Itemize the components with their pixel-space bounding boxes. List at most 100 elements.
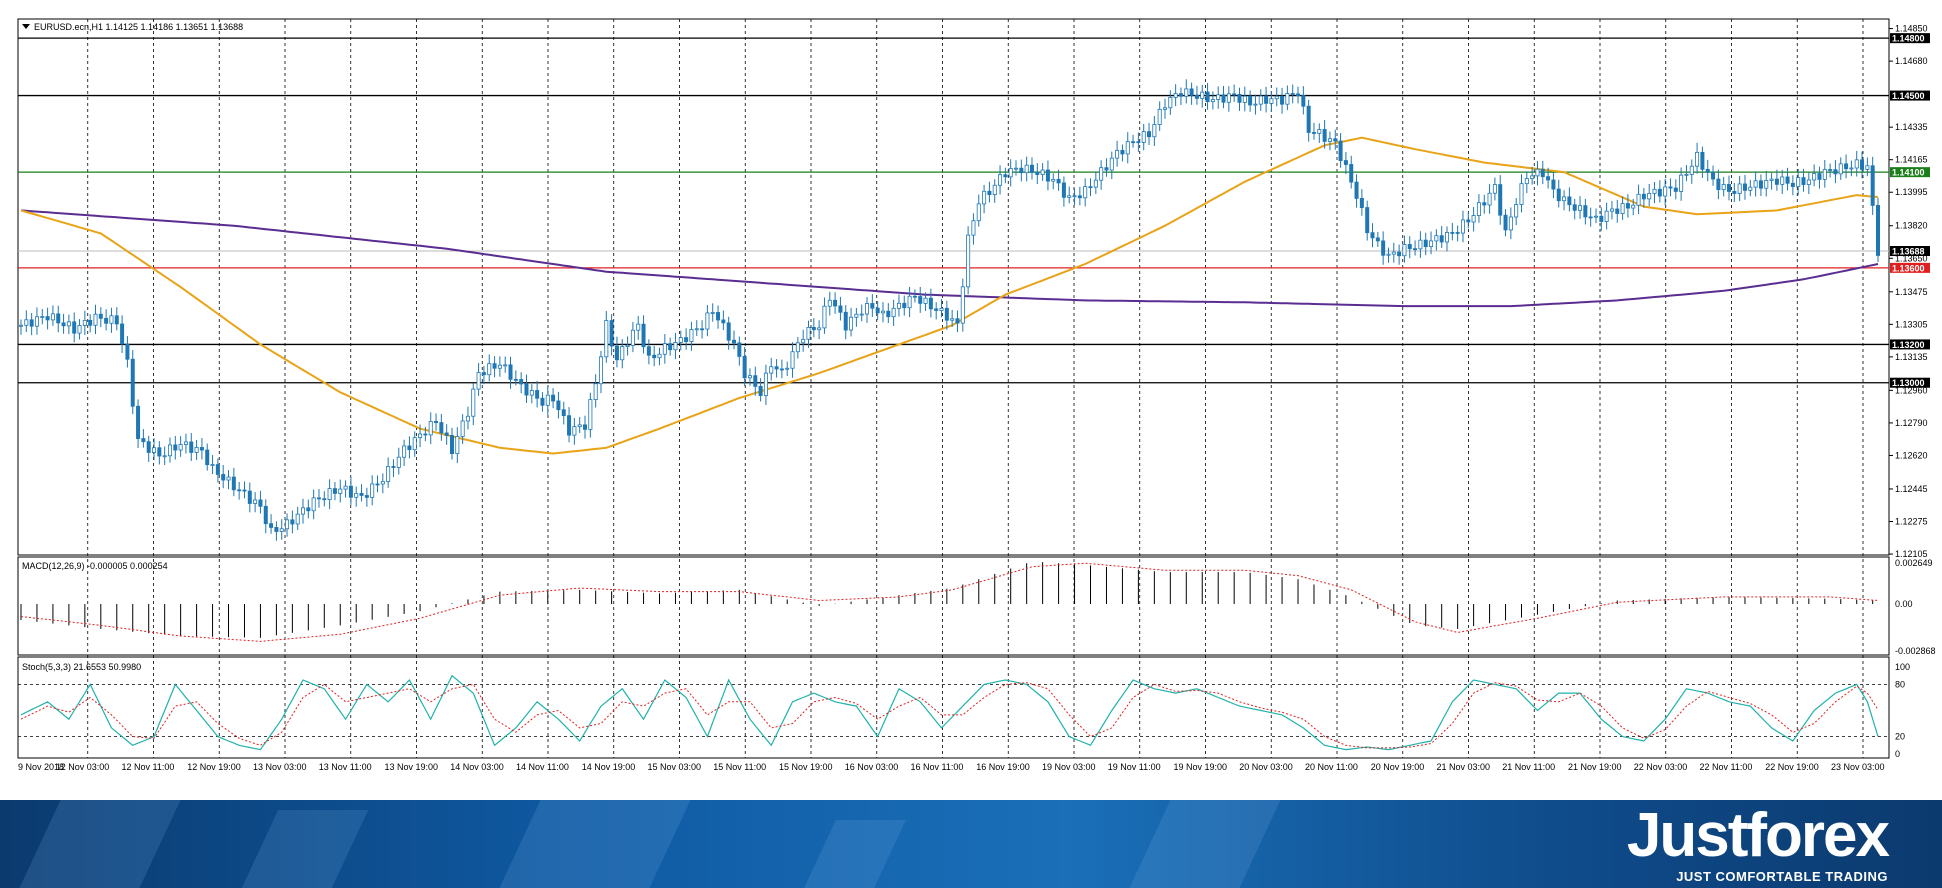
stoch-label: Stoch(5,3,3) 21.6553 50.9980 bbox=[22, 662, 141, 672]
candle-body bbox=[1189, 88, 1194, 96]
candle-body bbox=[598, 356, 603, 385]
x-tick-label: 15 Nov 11:00 bbox=[713, 762, 766, 772]
candle-body bbox=[1844, 163, 1849, 170]
candle-body bbox=[1774, 178, 1779, 185]
candle-body bbox=[1370, 232, 1375, 239]
candle-body bbox=[1466, 219, 1471, 223]
candle-body bbox=[1391, 251, 1396, 255]
candle-body bbox=[891, 307, 896, 318]
candle-body bbox=[1162, 107, 1167, 110]
candle-body bbox=[1381, 240, 1386, 256]
collapse-triangle-icon[interactable] bbox=[22, 24, 30, 29]
candle-body bbox=[332, 488, 337, 494]
candle-body bbox=[210, 464, 215, 466]
candle-body bbox=[444, 432, 449, 436]
candle-body bbox=[1285, 93, 1290, 105]
candle-body bbox=[1248, 95, 1253, 106]
candle-body bbox=[838, 305, 843, 313]
candle-body bbox=[1104, 167, 1109, 171]
x-tick-label: 14 Nov 03:00 bbox=[450, 762, 504, 772]
candle-body bbox=[1801, 177, 1806, 185]
level-price-label: 1.14100 bbox=[1892, 168, 1925, 178]
candle-body bbox=[1226, 93, 1231, 103]
candle-body bbox=[583, 424, 588, 430]
candle-body bbox=[545, 394, 550, 406]
candle-body bbox=[960, 286, 965, 324]
candle-body bbox=[918, 296, 923, 304]
candle-body bbox=[247, 490, 252, 504]
stoch-y-tick-label: 100 bbox=[1895, 662, 1910, 672]
candle-body bbox=[1615, 208, 1620, 214]
candle-body bbox=[434, 420, 439, 423]
x-tick-label: 15 Nov 03:00 bbox=[648, 762, 702, 772]
candle-body bbox=[529, 390, 534, 396]
candle-body bbox=[1338, 140, 1343, 161]
candle-body bbox=[1753, 180, 1758, 188]
candle-body bbox=[189, 441, 194, 453]
candle-body bbox=[1311, 132, 1316, 134]
macd-y-tick-label: -0.002868 bbox=[1895, 646, 1936, 656]
candle-body bbox=[386, 466, 391, 482]
candle-body bbox=[412, 437, 417, 451]
candle-body bbox=[508, 364, 513, 380]
x-tick-label: 13 Nov 19:00 bbox=[385, 762, 439, 772]
candle-body bbox=[1865, 165, 1870, 170]
x-tick-label: 20 Nov 03:00 bbox=[1239, 762, 1293, 772]
candle-body bbox=[1327, 138, 1332, 142]
candle-body bbox=[109, 315, 114, 324]
level-price-tag bbox=[1890, 33, 1930, 44]
ma-slow-line bbox=[20, 209, 1879, 308]
candle-body bbox=[1695, 151, 1700, 167]
candle-body bbox=[322, 498, 327, 501]
candle-body bbox=[668, 343, 673, 351]
macd-panel bbox=[17, 556, 1890, 656]
candle-body bbox=[705, 312, 710, 330]
candle-body bbox=[1168, 97, 1173, 109]
candle-body bbox=[1838, 163, 1843, 175]
candle-body bbox=[465, 415, 470, 422]
candle-body bbox=[503, 364, 508, 367]
candle-body bbox=[136, 405, 141, 439]
candle-body bbox=[1232, 93, 1237, 96]
candle-body bbox=[859, 313, 864, 316]
candle-body bbox=[1806, 179, 1811, 185]
candle-body bbox=[657, 353, 662, 359]
candle-body bbox=[375, 483, 380, 486]
candle-body bbox=[56, 313, 61, 324]
candle-body bbox=[1402, 244, 1407, 257]
candle-body bbox=[492, 363, 497, 369]
y-tick-label: 1.12790 bbox=[1895, 418, 1928, 428]
candle-body bbox=[1280, 95, 1285, 105]
candle-body bbox=[1029, 164, 1034, 173]
candle-body bbox=[1599, 215, 1604, 222]
candle-body bbox=[955, 318, 960, 324]
candle-body bbox=[258, 499, 263, 507]
candle-body bbox=[50, 313, 55, 321]
candle-body bbox=[364, 495, 369, 498]
candle-body bbox=[817, 327, 822, 331]
symbol-header: EURUSD.ecn,H1 1.14125 1.14186 1.13651 1.… bbox=[34, 22, 243, 32]
candle-body bbox=[769, 366, 774, 374]
candle-body bbox=[732, 339, 737, 344]
brand-banner: Justforex JUST COMFORTABLE TRADING bbox=[0, 800, 1942, 888]
y-tick-label: 1.14850 bbox=[1895, 24, 1928, 34]
candle-body bbox=[742, 356, 747, 379]
x-tick-label: 22 Nov 19:00 bbox=[1765, 762, 1819, 772]
candle-body bbox=[460, 420, 465, 437]
candle-body bbox=[471, 388, 476, 417]
candle-body bbox=[1828, 169, 1833, 171]
candle-body bbox=[1359, 197, 1364, 208]
candle-body bbox=[1184, 88, 1189, 97]
candle-body bbox=[1647, 193, 1652, 200]
candle-body bbox=[1758, 180, 1763, 189]
candle-body bbox=[183, 441, 188, 445]
candle-body bbox=[1024, 164, 1029, 174]
candle-body bbox=[870, 303, 875, 309]
y-tick-label: 1.13305 bbox=[1895, 319, 1928, 329]
candle-body bbox=[652, 354, 657, 359]
candle-body bbox=[1200, 91, 1205, 99]
candle-body bbox=[1125, 141, 1130, 155]
candle-body bbox=[1072, 195, 1077, 198]
candle-body bbox=[1551, 179, 1556, 190]
candle-body bbox=[226, 476, 231, 481]
